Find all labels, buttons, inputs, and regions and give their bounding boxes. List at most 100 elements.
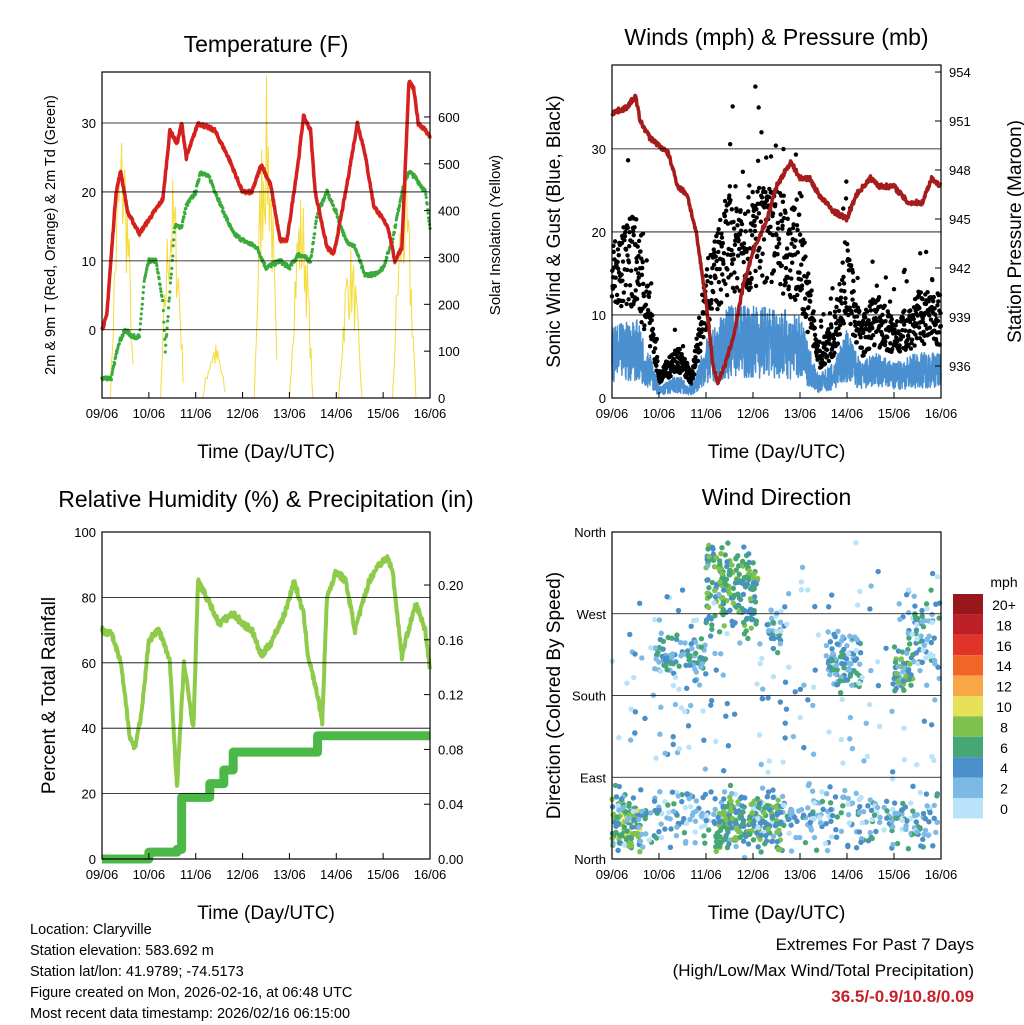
dewpoint-point	[393, 225, 397, 230]
direction-point	[846, 820, 853, 826]
gust-point	[781, 193, 786, 198]
direction-point	[877, 814, 883, 821]
gust-point	[933, 322, 938, 327]
direction-point	[914, 829, 920, 835]
panel-2	[609, 84, 944, 396]
gust-point	[817, 348, 823, 354]
direction-point	[861, 758, 867, 764]
direction-point	[822, 840, 829, 847]
direction-point	[782, 720, 788, 726]
y2-tick-label: 936	[949, 359, 971, 374]
direction-point	[713, 554, 719, 561]
direction-point	[867, 797, 873, 803]
direction-point	[706, 613, 712, 620]
direction-point	[782, 679, 789, 685]
dewpoint-point	[426, 216, 431, 220]
gust-point	[713, 254, 718, 259]
direction-point	[716, 629, 723, 635]
gust-point	[677, 346, 682, 352]
direction-point	[793, 834, 799, 841]
gust-point	[906, 342, 911, 348]
gust-point	[695, 358, 701, 364]
direction-point	[775, 797, 781, 803]
gust-point	[641, 293, 647, 299]
direction-point	[638, 787, 644, 793]
direction-point	[725, 743, 732, 749]
direction-point	[823, 791, 830, 797]
direction-point	[810, 751, 817, 757]
direction-point	[837, 678, 843, 684]
y2-tick-label: 300	[438, 250, 460, 265]
direction-point	[829, 812, 836, 819]
direction-point	[674, 632, 680, 638]
direction-point	[684, 791, 690, 797]
direction-point	[827, 800, 834, 806]
direction-point	[873, 828, 879, 835]
direction-point	[828, 818, 834, 825]
direction-point	[778, 819, 784, 825]
direction-point	[673, 659, 679, 665]
direction-point	[705, 577, 711, 583]
gust-point	[731, 252, 736, 257]
direction-point	[900, 669, 906, 675]
direction-point	[660, 638, 667, 644]
direction-point	[906, 641, 913, 647]
direction-point	[693, 798, 700, 804]
direction-point	[675, 607, 682, 614]
direction-point	[792, 689, 798, 695]
dewpoint-point	[169, 276, 173, 280]
dewpoint-point	[143, 273, 148, 277]
direction-point	[683, 820, 690, 827]
gust-point	[842, 289, 847, 294]
direction-point	[711, 811, 717, 818]
x-tick-label: 13/06	[784, 406, 817, 421]
direction-point	[757, 641, 763, 647]
direction-point	[907, 661, 913, 667]
direction-point	[631, 817, 637, 823]
gust-point	[756, 211, 762, 216]
direction-point	[788, 822, 794, 828]
direction-point	[934, 793, 940, 799]
gust-point	[767, 186, 772, 192]
dewpoint-point	[217, 197, 221, 202]
chart-title: Relative Humidity (%) & Precipitation (i…	[58, 486, 473, 512]
dewpoint-point	[145, 266, 149, 270]
gust-point	[791, 222, 796, 227]
direction-point	[849, 682, 855, 688]
gust-point	[636, 253, 641, 259]
direction-point	[739, 803, 745, 809]
dewpoint-point	[141, 296, 145, 301]
gust-point	[827, 341, 832, 346]
direction-point	[724, 630, 730, 637]
gust-point	[841, 206, 846, 211]
direction-point	[778, 628, 784, 634]
direction-point	[823, 642, 830, 649]
dewpoint-point	[394, 223, 398, 227]
direction-point	[698, 824, 705, 830]
direction-point	[652, 616, 658, 623]
gust-point	[755, 158, 761, 164]
y2-tick-label: 954	[949, 65, 971, 80]
dewpoint-point	[341, 228, 345, 233]
direction-point	[638, 808, 645, 815]
gust-point	[806, 271, 811, 276]
direction-point	[838, 736, 845, 743]
direction-point	[750, 837, 757, 843]
y-tick-label: 100	[74, 525, 96, 540]
x-tick-label: 12/06	[737, 867, 770, 882]
direction-point	[892, 674, 898, 681]
direction-point	[712, 806, 718, 813]
direction-point	[700, 708, 706, 714]
direction-point	[868, 583, 874, 589]
direction-point	[801, 744, 807, 751]
direction-point	[901, 756, 908, 763]
dewpoint-point	[288, 267, 292, 271]
direction-point	[775, 810, 782, 816]
direction-point	[875, 568, 881, 575]
x-tick-label: 09/06	[86, 406, 119, 421]
gust-point	[747, 246, 753, 251]
gust-point	[863, 315, 868, 320]
x-tick-label: 09/06	[596, 867, 629, 882]
x-tick-label: 10/06	[133, 867, 166, 882]
direction-point	[658, 704, 664, 710]
